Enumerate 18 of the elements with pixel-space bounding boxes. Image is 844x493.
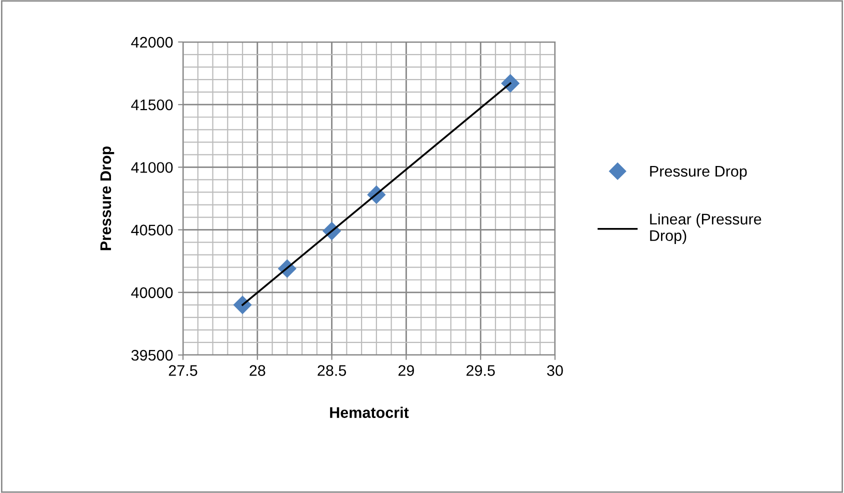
y-axis-title: Pressure Drop xyxy=(100,146,114,250)
y-tick-label: 41500 xyxy=(131,99,173,110)
x-tick-label: 28 xyxy=(250,365,266,376)
x-tick-label: 29 xyxy=(398,365,414,376)
x-tick-label: 28.5 xyxy=(318,365,346,376)
x-axis-title: Hematocrit xyxy=(330,406,409,418)
x-tick-label: 29.5 xyxy=(466,365,495,376)
legend-label: Pressure Drop xyxy=(650,166,747,180)
y-tick-label: 41000 xyxy=(131,162,173,173)
y-tick-label: 39500 xyxy=(131,350,173,361)
y-tick-label: 40500 xyxy=(131,224,173,236)
point xyxy=(233,296,252,314)
y-tick-label: 40000 xyxy=(131,287,173,298)
x-tick-label: 27.5 xyxy=(168,365,198,376)
x-tick-label: 30 xyxy=(547,365,563,376)
point xyxy=(501,74,520,93)
legend-label: Linear (Pressure Drop) xyxy=(650,213,762,244)
y-tick-label: 42000 xyxy=(131,36,173,48)
